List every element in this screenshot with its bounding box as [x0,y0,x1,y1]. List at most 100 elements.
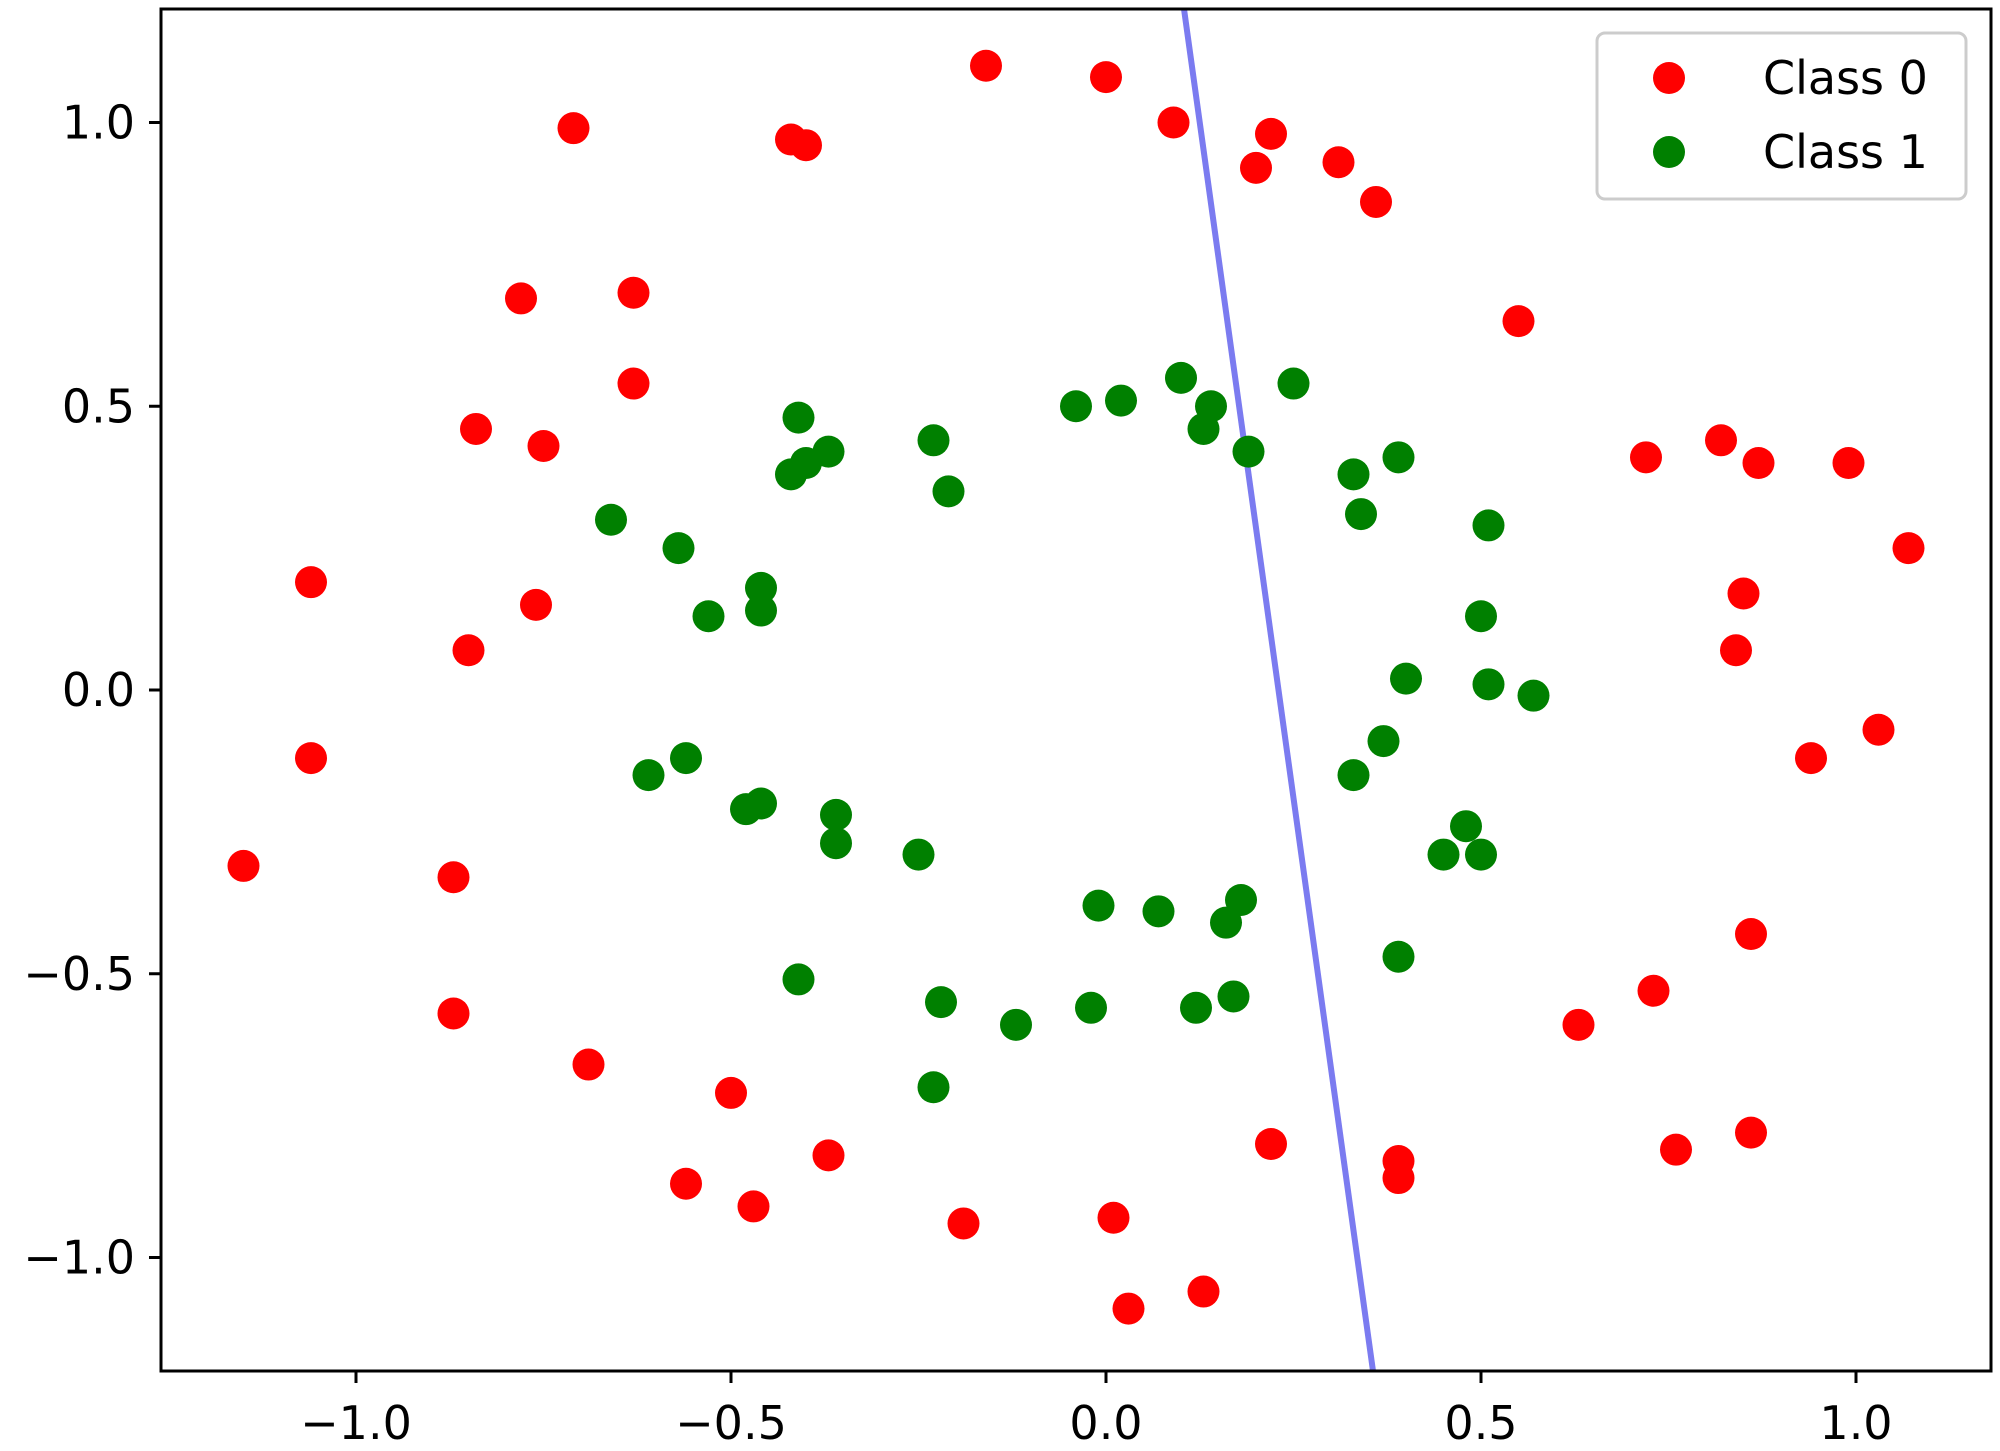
class-0-point [1240,151,1272,184]
class-0-point [1562,1008,1595,1041]
x-tick-label: 0.5 [1444,1396,1517,1450]
class-0-point [520,588,552,621]
class-1-point [670,742,702,775]
class-0-point [947,1207,980,1240]
decision-boundary-layer [1181,8,1376,1372]
class-1-point [782,963,815,996]
class-1-point [692,600,725,633]
class-1-point [1465,600,1497,633]
class-0-point [1157,106,1190,139]
class-0-point [1630,441,1662,474]
class-1-point [1450,810,1482,843]
class-1-point [1217,980,1250,1013]
class-0-point [1255,1128,1287,1160]
legend: Class 0 Class 1 [1595,31,1968,201]
class-1-point [917,1071,950,1104]
class-1-point [1517,679,1550,712]
class-0-point [1187,1275,1220,1308]
class-0-point [1720,634,1752,667]
x-tick-label: −0.5 [675,1396,787,1450]
y-tick-label: −0.5 [23,947,135,1001]
class-1-point [932,475,965,508]
class-0-point [812,1139,845,1172]
class-1-point [662,532,695,565]
class-1-point [1472,509,1505,542]
class-1-point [595,503,627,536]
legend-marker-class-1 [1653,136,1685,168]
class-0-point [790,129,822,162]
plot-frame [159,7,1993,1373]
class-0-point [460,412,492,445]
class-1-point [1082,889,1115,922]
class-1-point [1180,991,1212,1024]
class-1-point [820,798,852,831]
class-1-point [1075,991,1107,1024]
class-1-point [917,424,950,457]
class-0-point [437,861,470,894]
class-1-point [1465,838,1497,871]
class-0-point [572,1048,605,1081]
class-1-point [1390,662,1422,695]
class-1-point [1427,838,1460,871]
class-0-point [617,367,650,400]
class-0-point [617,276,650,309]
y-tick-label: 1.0 [62,96,135,150]
class-0-point [1360,185,1392,218]
class-0-point [1735,918,1767,951]
x-axis-ticks: −1.0 −0.5 0.0 0.5 1.0 [300,1371,1893,1450]
class-0-point [715,1076,747,1109]
class-1-point [745,594,777,627]
class-1-point [1337,458,1370,491]
class-0-point [437,997,470,1030]
class-1-point [632,759,665,792]
class-0-point [1112,1292,1145,1325]
class-1-point [1277,367,1310,400]
x-tick-label: −1.0 [300,1396,412,1450]
class-0-point [452,634,485,667]
class-1-point [820,827,852,860]
class-0-point [1322,146,1355,179]
y-tick-label: −1.0 [23,1231,135,1285]
class-1-point [1232,435,1265,468]
class-0-point [1097,1201,1130,1234]
class-1-point [1382,441,1415,474]
class-1-point [925,986,957,1019]
class-0-point [670,1167,702,1200]
class-0-point [1727,577,1760,610]
plot-background [161,9,1991,1371]
class-1-point [1367,725,1400,758]
class-1-point [1345,498,1377,531]
class-1-point [1210,906,1242,939]
class-0-point [1255,117,1287,150]
legend-marker-class-0 [1653,62,1685,94]
class-0-point [1862,713,1895,746]
legend-label-class-1: Class 1 [1763,125,1928,179]
class-0-point [505,282,537,315]
class-1-point [1060,390,1092,423]
class-1-point [1000,1008,1032,1041]
class-0-point [1705,424,1737,457]
class-1-point [1472,668,1505,701]
class-0-point [1502,305,1535,338]
class-1-point [902,838,935,871]
class-1-point [782,401,815,434]
class-1-point [1382,940,1415,973]
class-0-point [227,849,260,882]
decision-boundary-line [1181,8,1376,1372]
y-tick-label: 0.5 [62,379,135,433]
class-0-point [1637,974,1670,1007]
class-0-point [1892,532,1925,565]
class-0-point [970,49,1002,82]
class-0-point [1382,1162,1415,1195]
class-0-point [737,1190,770,1223]
data-points [227,49,1925,1325]
class-1-point [775,458,807,491]
y-tick-label: 0.0 [62,663,135,717]
legend-label-class-0: Class 0 [1763,51,1928,105]
class-0-point [1832,447,1865,479]
class-0-point [557,112,590,145]
class-1-point [745,787,777,820]
legend-box [1595,31,1968,201]
x-tick-label: 0.0 [1069,1396,1142,1450]
